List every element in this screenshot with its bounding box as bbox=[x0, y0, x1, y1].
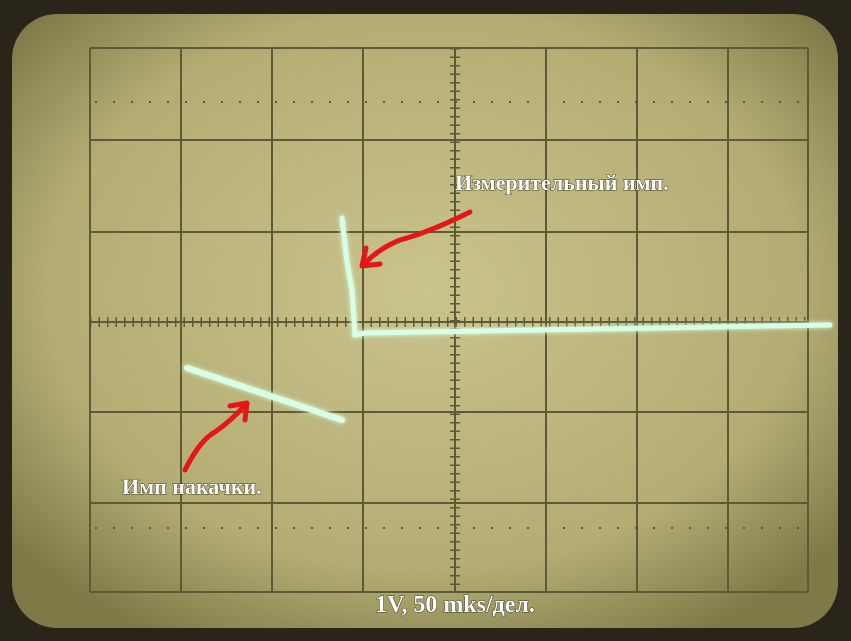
center-ticks bbox=[90, 48, 808, 592]
arrow-measuring bbox=[362, 209, 473, 266]
scale-label: 1V, 50 mks/дел. bbox=[375, 592, 535, 618]
arrow-pump bbox=[182, 402, 248, 473]
measuring-trace bbox=[339, 215, 833, 339]
traces bbox=[184, 215, 833, 423]
dotted-lines bbox=[95, 101, 808, 529]
arrows bbox=[182, 209, 473, 473]
pump-trace bbox=[184, 365, 345, 423]
arrowhead-measuring bbox=[359, 245, 383, 269]
measuring-label: Измерительный имп. bbox=[455, 170, 669, 195]
pump-label: Имп накачки. bbox=[122, 474, 262, 499]
arrowhead-pump bbox=[227, 400, 250, 423]
